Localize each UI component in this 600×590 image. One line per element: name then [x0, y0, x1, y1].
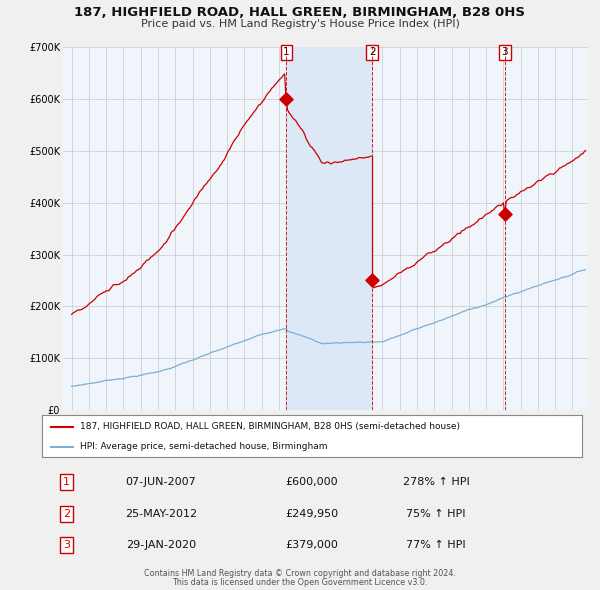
- Text: Contains HM Land Registry data © Crown copyright and database right 2024.: Contains HM Land Registry data © Crown c…: [144, 569, 456, 578]
- Text: 278% ↑ HPI: 278% ↑ HPI: [403, 477, 470, 487]
- Point: [367, 276, 377, 285]
- Text: HPI: Average price, semi-detached house, Birmingham: HPI: Average price, semi-detached house,…: [80, 442, 328, 451]
- Text: 1: 1: [63, 477, 70, 487]
- Point: [281, 94, 291, 104]
- Text: 187, HIGHFIELD ROAD, HALL GREEN, BIRMINGHAM, B28 0HS: 187, HIGHFIELD ROAD, HALL GREEN, BIRMING…: [74, 6, 526, 19]
- Text: This data is licensed under the Open Government Licence v3.0.: This data is licensed under the Open Gov…: [172, 578, 428, 587]
- Text: 07-JUN-2007: 07-JUN-2007: [125, 477, 196, 487]
- Text: £379,000: £379,000: [286, 540, 338, 550]
- Text: £249,950: £249,950: [286, 509, 338, 519]
- Text: 75% ↑ HPI: 75% ↑ HPI: [406, 509, 466, 519]
- Text: 3: 3: [502, 47, 508, 57]
- Text: 2: 2: [63, 509, 70, 519]
- Text: Price paid vs. HM Land Registry's House Price Index (HPI): Price paid vs. HM Land Registry's House …: [140, 19, 460, 29]
- Text: £600,000: £600,000: [286, 477, 338, 487]
- Text: 3: 3: [63, 540, 70, 550]
- Bar: [286, 47, 372, 410]
- Point: [500, 209, 509, 218]
- Text: 77% ↑ HPI: 77% ↑ HPI: [406, 540, 466, 550]
- Text: 25-MAY-2012: 25-MAY-2012: [125, 509, 197, 519]
- Text: 1: 1: [283, 47, 290, 57]
- Text: 29-JAN-2020: 29-JAN-2020: [126, 540, 196, 550]
- Text: 2: 2: [369, 47, 376, 57]
- Text: 187, HIGHFIELD ROAD, HALL GREEN, BIRMINGHAM, B28 0HS (semi-detached house): 187, HIGHFIELD ROAD, HALL GREEN, BIRMING…: [80, 422, 460, 431]
